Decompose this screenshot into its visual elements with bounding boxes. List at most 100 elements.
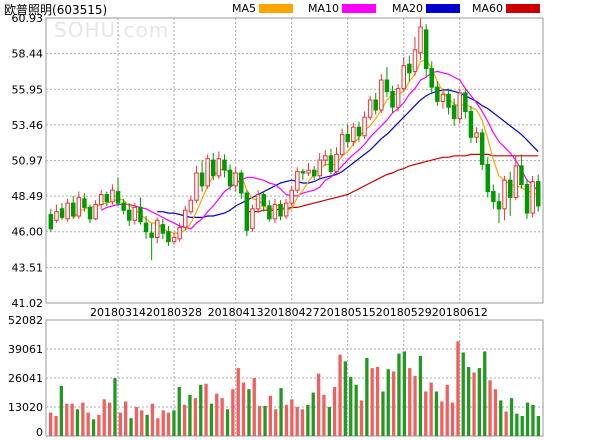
volume-bar [118,412,122,436]
candle-body [183,209,188,228]
volume-bar [54,416,58,436]
candle-body [143,222,149,233]
volume-bar [59,385,63,436]
legend-ma5: MA5 [232,2,294,15]
candle-body [423,29,429,69]
candle-body [233,172,238,187]
volume-bar [386,369,390,436]
volume-y-tick-label: 52082 [8,314,43,327]
legend-ma5-label: MA5 [232,2,257,15]
volume-bar [300,409,305,436]
price-y-tick-label: 48.49 [12,190,44,203]
volume-bar [102,399,106,436]
candle-body [222,159,227,171]
legend-ma60-swatch [506,4,541,13]
volume-bar [124,401,128,436]
candle-body [373,99,378,111]
candle-body [323,155,328,161]
candle-body [194,172,199,201]
candle-body [149,232,154,238]
volume-bar [81,402,85,436]
price-y-tick-label: 46.00 [12,226,44,239]
volume-bar [429,382,433,436]
volume-bar [274,409,278,436]
stock-name: 欧普照明 [4,3,53,17]
volume-bar [166,412,171,436]
candle-body [390,90,395,108]
volume-bar [290,399,294,436]
candle-body [255,194,261,210]
volume-bar [284,404,289,436]
candle-body [76,196,82,217]
volume-y-tick-label: 26041 [8,372,43,385]
candle-body [121,202,126,211]
candle-body [468,111,474,138]
price-y-tick-label: 60.93 [12,12,44,25]
legend-ma10-swatch [342,4,377,13]
legend-ma10: MA10 [308,2,377,15]
candle-body [496,201,502,210]
candle-body [59,208,65,218]
watermark-logo: SOHU.com [54,18,170,42]
volume-bar [225,409,230,436]
volume-y-tick-label: 0 [36,426,43,439]
volume-bar [161,410,165,436]
volume-bar [236,368,240,436]
volume-bar [525,402,530,436]
volume-bar [515,413,519,436]
candle-body [99,194,104,205]
volume-bar [375,367,380,436]
candle-body [87,206,93,220]
volume-bar [434,391,439,436]
candle-body [250,208,255,230]
volume-bar [199,384,203,436]
candle-body [283,202,289,217]
candle-body [379,79,384,111]
candle-body [367,99,373,118]
volume-y-tick-label: 39061 [8,343,43,356]
volume-bar [499,400,503,436]
candle-body [48,214,54,230]
candle-body [485,163,490,193]
volume-bar [129,418,133,436]
volume-bar [209,403,214,436]
price-y-tick-label: 41.02 [12,297,44,310]
volume-bar [247,389,251,436]
candle-body [54,211,59,221]
candle-body [171,236,177,243]
volume-bar [306,404,310,436]
candle-body [289,189,294,204]
price-y-tick-label: 43.51 [12,261,44,274]
candle-body [65,202,70,220]
volume-bar [359,400,364,436]
candle-body [446,93,451,108]
candle-body [244,192,250,231]
volume-bar [204,383,208,436]
legend-ma10-label: MA10 [308,2,340,15]
candle-body [177,226,182,240]
candle-body [311,169,317,177]
volume-bar [140,410,144,436]
x-tick-label: 20180427 [264,306,320,319]
price-y-tick-label: 55.95 [12,83,44,96]
volume-bar [483,351,487,436]
volume-bar [504,411,508,436]
candle-body [278,204,283,217]
ma60-line [246,153,539,213]
price-y-tick-label: 53.46 [12,119,44,132]
candle-body [82,198,87,208]
candle-body [384,79,390,92]
volume-bar [461,352,465,436]
volume-bar [65,403,69,436]
x-tick-label: 20180529 [376,306,432,319]
x-tick-label: 20180612 [432,306,488,319]
volume-bar [493,389,498,436]
volume-bar [536,416,540,436]
volume-bar [520,416,524,436]
volume-bar [424,391,428,436]
volume-bar [279,388,283,436]
volume-bar [343,361,347,436]
volume-bar [252,378,256,436]
